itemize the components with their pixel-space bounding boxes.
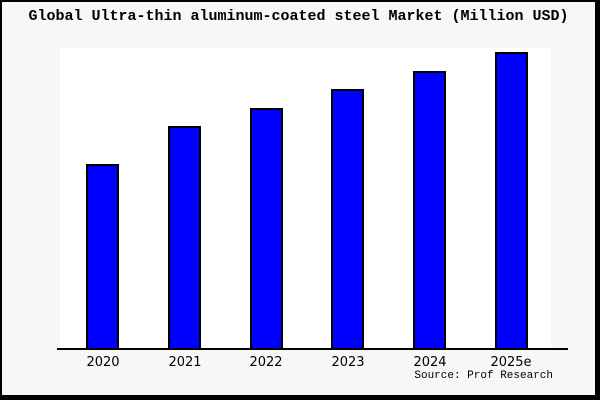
source-note: Source: Prof Research (414, 370, 553, 382)
x-tick-label-2024: 2024 (413, 355, 447, 370)
bar-2025e (495, 52, 528, 350)
x-tick-label-2022: 2022 (249, 355, 283, 370)
x-tick-label-2021: 2021 (168, 355, 202, 370)
x-tick-label-2020: 2020 (86, 355, 120, 370)
bar-2023 (331, 89, 364, 350)
bar-2021 (168, 126, 201, 350)
chart-title: Global Ultra-thin aluminum-coated steel … (28, 8, 569, 25)
x-tick-label-2023: 2023 (331, 355, 365, 370)
x-axis-line (57, 348, 568, 350)
plot-area (60, 48, 551, 348)
bar-2024 (413, 71, 446, 350)
bar-2022 (250, 108, 283, 350)
bar-2020 (86, 164, 119, 350)
x-tick-label-2025e: 2025e (490, 355, 532, 370)
